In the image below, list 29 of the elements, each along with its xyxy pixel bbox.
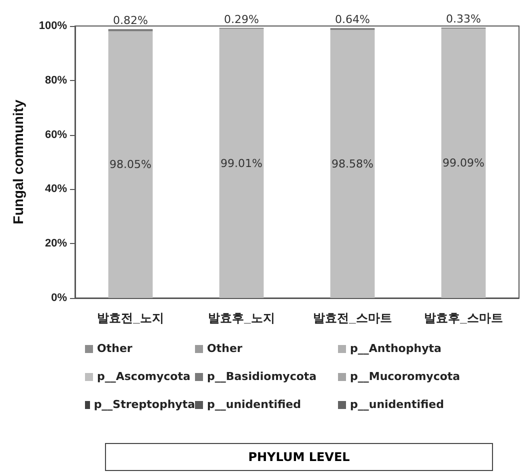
legend-label: Other	[97, 342, 132, 355]
data-label: 98.58%	[332, 157, 374, 170]
x-tick-label: 발효후_노지	[208, 311, 275, 325]
legend-label: p__Anthophyta	[350, 342, 442, 355]
y-tick-label: 20%	[44, 238, 68, 250]
y-tick-label: 0%	[51, 292, 68, 304]
data-label: 0.82%	[113, 14, 148, 28]
data-label: 98.05%	[110, 158, 152, 172]
legend-label: p__unidentified	[207, 398, 301, 411]
data-label: 99.09%	[442, 156, 484, 170]
legend-label: p__Streptophyta	[94, 398, 195, 411]
y-axis-title: Fungal community	[10, 100, 26, 224]
legend-label: p__Mucoromycota	[350, 370, 460, 383]
x-tick-label: 발효전_스마트	[313, 311, 392, 325]
data-label: 99.01%	[220, 156, 262, 170]
x-tick-label: 발효전_노지	[97, 311, 164, 325]
data-label: 0.29%	[224, 12, 259, 26]
legend-label: p__unidentified	[350, 398, 444, 411]
y-tick-label: 100%	[38, 20, 68, 32]
legend-label: Other	[207, 342, 242, 355]
text: PHYLUM LEVEL	[105, 443, 493, 471]
y-tick-label: 60%	[44, 128, 68, 141]
y-tick-label: 80%	[44, 74, 68, 86]
legend-label: p__Basidiomycota	[207, 370, 317, 383]
y-tick-label: 40%	[44, 183, 68, 196]
x-tick-label: 발효후_스마트	[424, 311, 503, 325]
data-label: 0.33%	[446, 12, 481, 26]
legend-label: p__Ascomycota	[97, 370, 190, 383]
data-label: 0.64%	[335, 13, 370, 26]
